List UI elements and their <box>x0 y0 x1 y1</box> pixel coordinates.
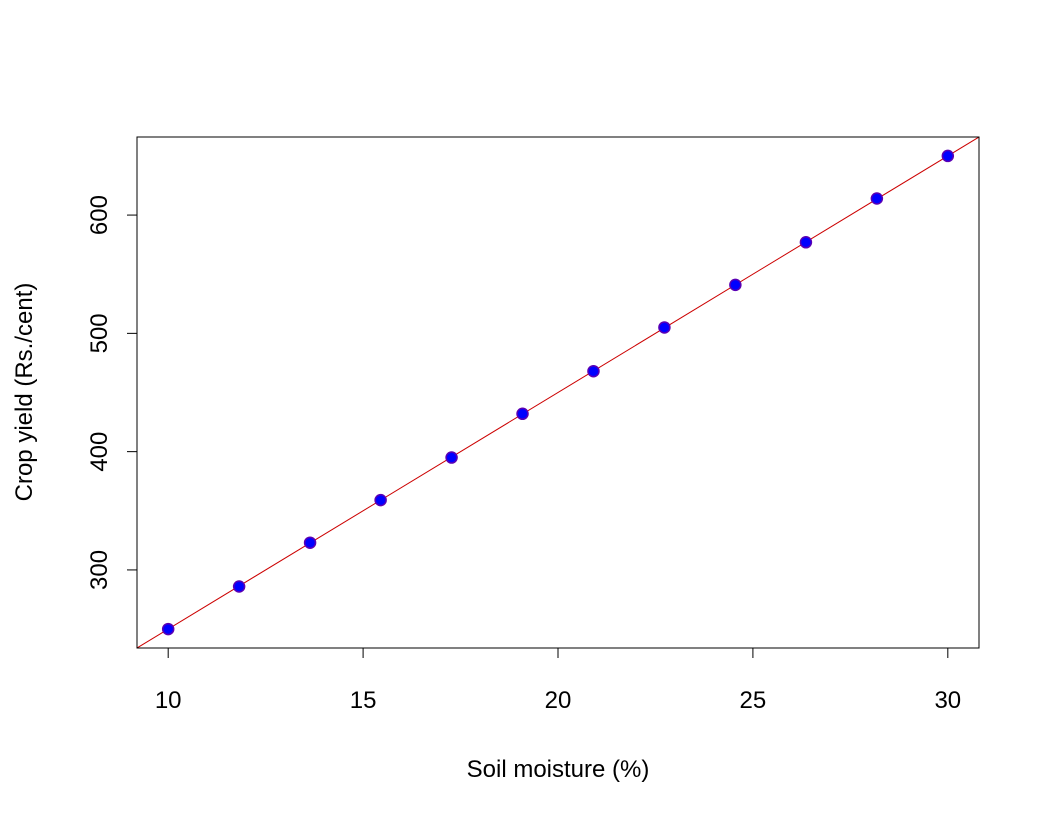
data-points <box>161 149 955 636</box>
data-point <box>161 622 175 636</box>
y-tick-label: 400 <box>86 432 113 472</box>
y-axis: 300 400 500 600 <box>86 195 138 590</box>
x-axis: 10 15 20 25 30 <box>155 647 961 714</box>
data-point <box>870 192 884 205</box>
data-point <box>658 321 671 334</box>
x-axis-title: Soil moisture (%) <box>467 756 650 783</box>
regression-line <box>137 137 979 648</box>
y-tick-label: 500 <box>86 313 113 353</box>
data-point <box>799 236 813 249</box>
y-axis-title: Crop yield (Rs./cent) <box>11 283 38 502</box>
data-point <box>445 451 458 464</box>
data-point <box>303 536 317 549</box>
x-tick-label: 30 <box>934 687 961 714</box>
y-tick-label: 600 <box>86 195 113 235</box>
plot-area <box>137 137 979 648</box>
data-point <box>516 407 529 421</box>
x-tick-label: 15 <box>350 687 377 714</box>
data-point <box>729 278 742 292</box>
plot-frame <box>136 136 980 649</box>
x-tick-label: 25 <box>740 687 767 714</box>
x-tick-label: 20 <box>545 687 572 714</box>
x-tick-label: 10 <box>155 687 182 714</box>
data-point <box>374 493 387 507</box>
data-point <box>587 364 600 378</box>
data-point <box>941 149 955 163</box>
y-tick-label: 300 <box>86 550 113 590</box>
data-point <box>232 580 246 593</box>
